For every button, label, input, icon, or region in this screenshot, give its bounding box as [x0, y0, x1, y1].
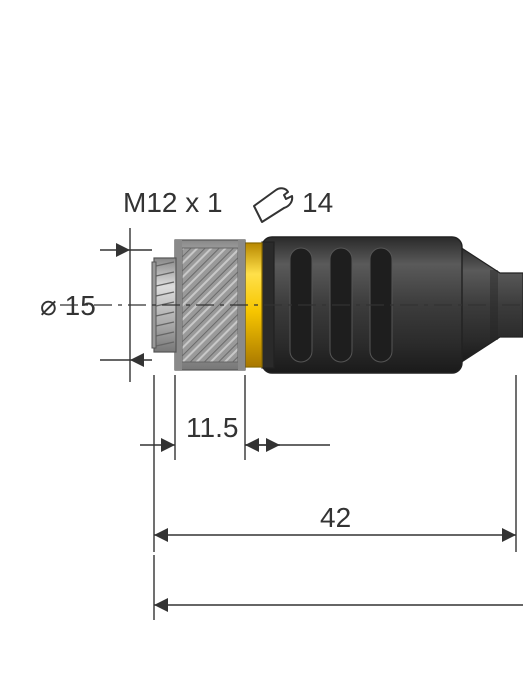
dim-total-length: 42	[154, 375, 516, 552]
nut-length-value: 11.5	[186, 412, 238, 443]
thread-label: M12 x 1	[123, 187, 223, 218]
dim-nut-length: 11.5	[140, 375, 330, 460]
wrench-icon	[254, 188, 292, 222]
total-length-value: 42	[320, 502, 351, 533]
connector-technical-drawing: M12 x 1 14 ⌀ 15 11.5 42	[0, 0, 523, 700]
dim-cable-length	[154, 555, 523, 620]
thread-label-group: M12 x 1 14	[123, 187, 333, 222]
wrench-size-label: 14	[302, 187, 333, 218]
diameter-value: ⌀ 15	[40, 290, 96, 321]
